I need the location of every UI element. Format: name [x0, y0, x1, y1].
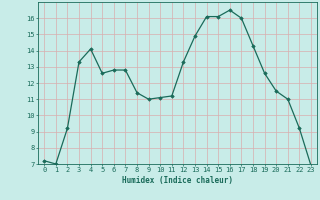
X-axis label: Humidex (Indice chaleur): Humidex (Indice chaleur) — [122, 176, 233, 185]
